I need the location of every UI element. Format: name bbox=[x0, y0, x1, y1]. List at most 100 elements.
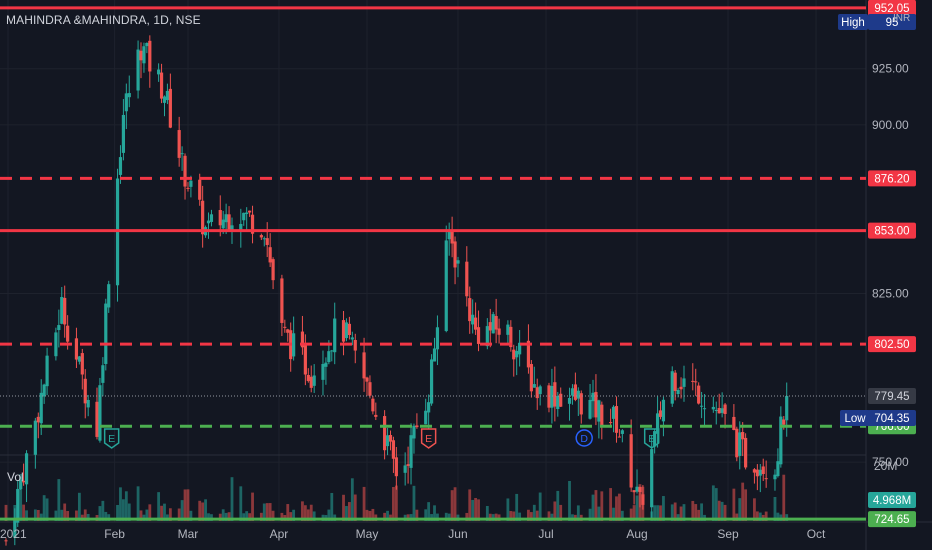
volume-bar bbox=[550, 513, 554, 521]
volume-bar bbox=[682, 504, 686, 521]
volume-bar bbox=[168, 508, 172, 521]
volume-bar bbox=[591, 494, 595, 521]
candle-body bbox=[697, 385, 701, 404]
candle-body bbox=[230, 225, 234, 232]
candle-body bbox=[409, 435, 413, 468]
candle-body bbox=[720, 408, 724, 413]
volume-bar bbox=[77, 492, 81, 521]
candle-body bbox=[57, 325, 61, 331]
level-price-badge: 802.50 bbox=[874, 339, 909, 351]
candle-body bbox=[424, 410, 428, 425]
candle-body bbox=[588, 399, 592, 419]
volume-bar bbox=[659, 505, 662, 521]
candle-body bbox=[330, 350, 334, 352]
candle-body bbox=[702, 408, 707, 410]
candle-body bbox=[248, 210, 252, 213]
volume-bar bbox=[676, 514, 680, 521]
volume-bar bbox=[597, 506, 601, 521]
candle-body bbox=[699, 405, 704, 407]
volume-bar bbox=[180, 500, 184, 521]
volume-bar bbox=[758, 512, 762, 521]
volume-bar bbox=[292, 509, 296, 521]
volume-bar bbox=[635, 495, 639, 521]
marker-bg bbox=[838, 14, 868, 30]
candle-body bbox=[474, 317, 478, 330]
volume-bar bbox=[394, 485, 398, 521]
volume-bar bbox=[347, 502, 351, 521]
candle-body bbox=[617, 436, 622, 438]
event-label: E bbox=[648, 433, 655, 445]
candle-body bbox=[271, 259, 275, 281]
volume-bar bbox=[738, 498, 742, 521]
volume-bar bbox=[538, 492, 542, 521]
candle-body bbox=[509, 326, 513, 348]
volume-bar bbox=[697, 509, 701, 521]
volume-bar bbox=[107, 514, 111, 521]
volume-bar bbox=[177, 508, 181, 521]
volume-bar bbox=[436, 513, 439, 521]
candle-body bbox=[54, 332, 58, 357]
marker-value: 95 bbox=[886, 17, 899, 29]
candle-body bbox=[526, 340, 531, 368]
candle-body bbox=[321, 363, 325, 380]
candle-body bbox=[755, 469, 759, 477]
volume-bar bbox=[101, 500, 105, 521]
candle-body bbox=[362, 352, 366, 379]
dividend-icon[interactable] bbox=[575, 429, 593, 447]
candle-body bbox=[39, 392, 43, 424]
currency-label: INR bbox=[893, 13, 911, 24]
volume-bar bbox=[33, 509, 37, 521]
volume-bar bbox=[268, 503, 272, 521]
volume-bar bbox=[612, 507, 615, 521]
volume-bar bbox=[42, 495, 46, 521]
volume-bar bbox=[353, 494, 357, 521]
candle-body bbox=[224, 214, 228, 223]
support-resistance-lines[interactable] bbox=[0, 6, 866, 521]
candle-body bbox=[635, 486, 639, 492]
candle-body bbox=[655, 413, 660, 434]
candle-body bbox=[650, 449, 654, 508]
candle-body bbox=[262, 238, 266, 240]
volume-bar bbox=[620, 510, 624, 521]
candle-body bbox=[121, 114, 125, 153]
candle-body bbox=[435, 327, 440, 350]
candle-body bbox=[24, 453, 29, 485]
volume-bar bbox=[218, 513, 222, 521]
earnings-icon[interactable] bbox=[103, 428, 120, 449]
candle-body bbox=[432, 348, 437, 362]
candle-body bbox=[383, 416, 387, 451]
volume-bar bbox=[210, 514, 213, 521]
earnings-icon[interactable] bbox=[643, 428, 660, 449]
candle-body bbox=[679, 386, 683, 390]
candle-body bbox=[221, 219, 225, 229]
candle-body bbox=[101, 365, 105, 383]
candle-body bbox=[453, 241, 457, 268]
volume-bar bbox=[424, 509, 428, 521]
volume-bar bbox=[207, 513, 210, 521]
time-axis[interactable]: 2021 Feb Mar Apr May Jun Jul Aug Sep Oct bbox=[0, 527, 826, 541]
candle-body bbox=[209, 214, 214, 222]
last-volume-badge-bg bbox=[868, 492, 916, 508]
volume-bar bbox=[618, 493, 621, 521]
earnings-icon[interactable] bbox=[420, 428, 437, 449]
volume-bar bbox=[227, 512, 231, 521]
volume-bar bbox=[694, 504, 698, 521]
volume-bar bbox=[251, 492, 254, 521]
volume-bar bbox=[491, 514, 495, 521]
volume-bar bbox=[198, 500, 202, 521]
candle-body bbox=[450, 231, 454, 244]
volume-bar bbox=[301, 501, 304, 521]
candle-body bbox=[33, 420, 37, 455]
candle-body bbox=[177, 130, 181, 158]
candle-body bbox=[168, 88, 172, 128]
candle-body bbox=[104, 303, 108, 364]
y-tick-label: 825.00 bbox=[872, 287, 909, 301]
volume-bar bbox=[204, 499, 207, 521]
candle-body bbox=[717, 408, 721, 414]
candle-body bbox=[570, 388, 575, 396]
volume-bar bbox=[735, 513, 739, 521]
volume-bar bbox=[764, 511, 768, 521]
